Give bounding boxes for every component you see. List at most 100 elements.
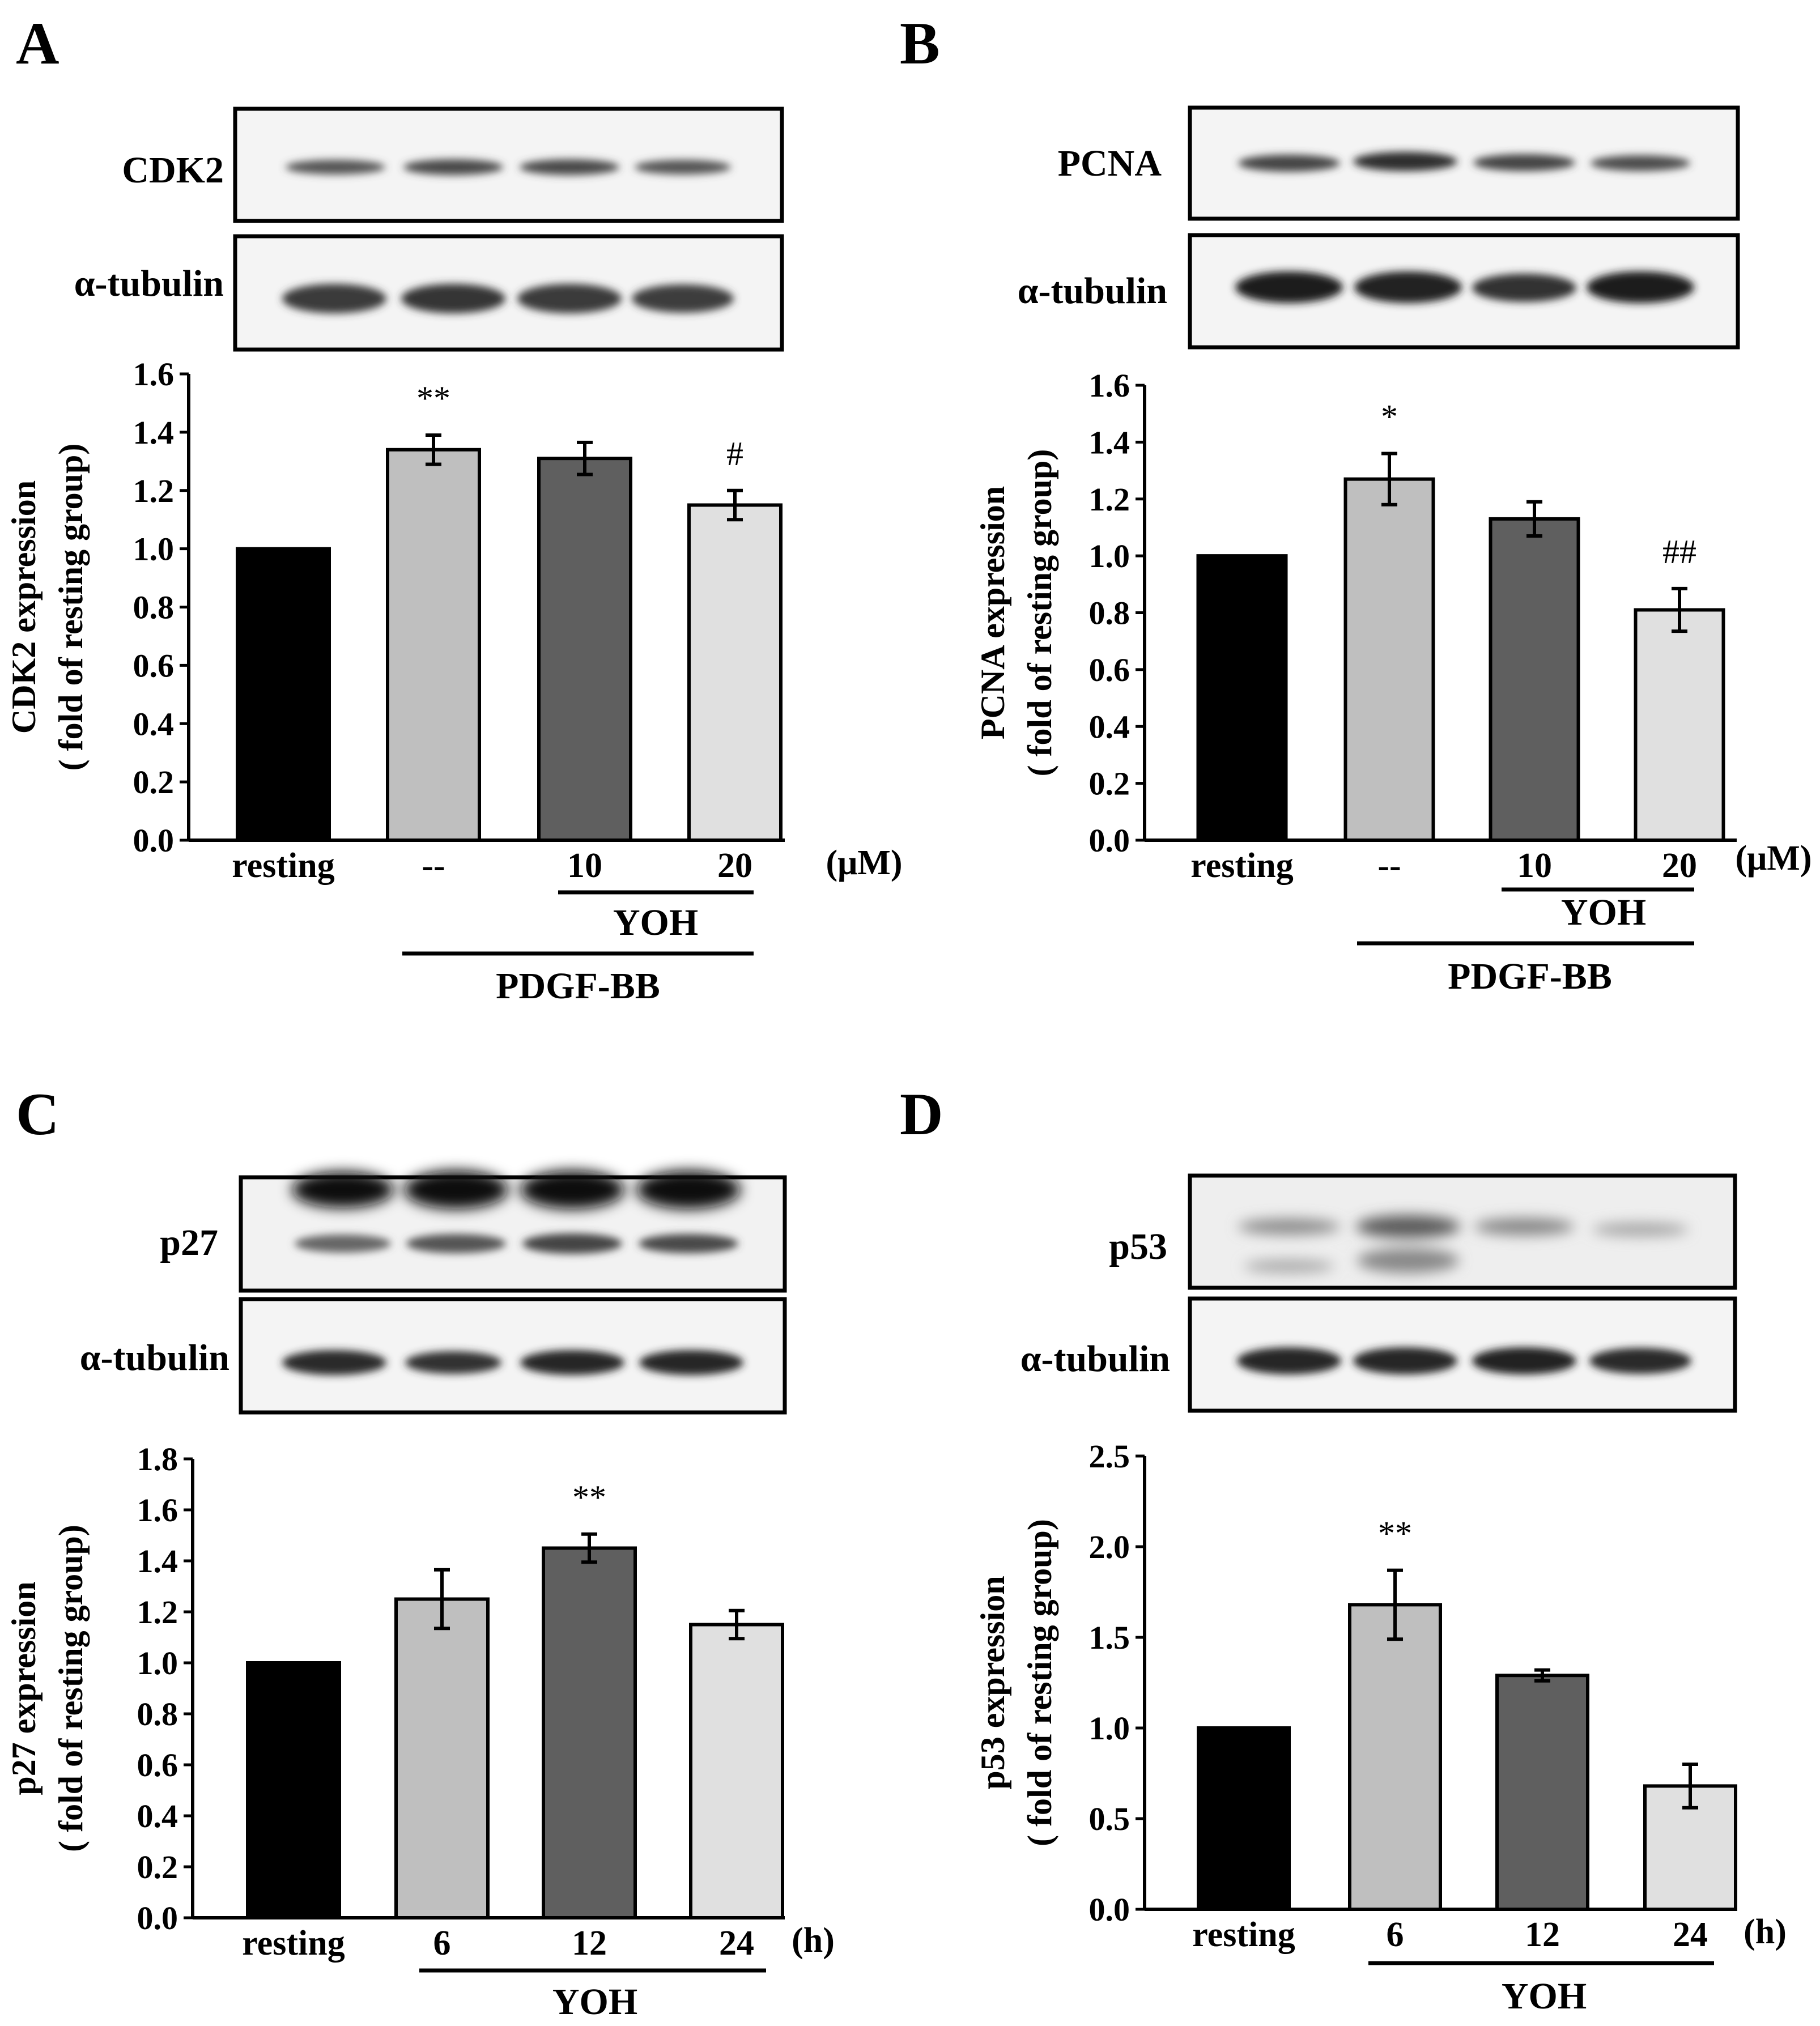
blot-label-tubulin: α-tubulin bbox=[80, 1337, 229, 1378]
y-tick-label: 0.2 bbox=[133, 764, 175, 801]
bar bbox=[1348, 1603, 1442, 1911]
x-tick-label: -- bbox=[1377, 846, 1401, 885]
x-tick-label: resting bbox=[1190, 846, 1293, 885]
y-tick-label: 1.2 bbox=[1089, 481, 1130, 518]
x-tick-label: resting bbox=[1192, 1916, 1295, 1954]
y-axis-title: PCNA expression bbox=[974, 486, 1011, 739]
blot-band bbox=[282, 1350, 386, 1375]
y-tick-label: 0.0 bbox=[133, 822, 175, 859]
blot-band bbox=[636, 1171, 741, 1209]
y-tick-label: 0.5 bbox=[1089, 1801, 1130, 1837]
y-tick-label: 1.0 bbox=[133, 531, 175, 568]
group-label-pdgf: PDGF-BB bbox=[1448, 956, 1612, 997]
bar-chart-p53: 0.0 0.5 1.0 1.5 2.0 2.5 p53 expression ( fold o… bbox=[974, 1438, 1737, 1954]
bar bbox=[394, 1597, 490, 1919]
y-tick-label: 2.5 bbox=[1089, 1438, 1130, 1475]
panel-c: C p27 α-tubulin bbox=[5, 1081, 835, 2023]
y-tick-label: 0.0 bbox=[1089, 1891, 1130, 1928]
x-tick-label: 20 bbox=[1662, 846, 1697, 885]
x-tick-label: resting bbox=[242, 1924, 345, 1963]
significance-label: ** bbox=[1378, 1515, 1412, 1552]
x-tick-label: 12 bbox=[572, 1924, 607, 1963]
bar bbox=[1197, 1726, 1291, 1911]
bar bbox=[1495, 1674, 1589, 1911]
significance-label: # bbox=[726, 435, 743, 473]
bar bbox=[687, 503, 783, 842]
blot-band bbox=[1357, 1248, 1459, 1273]
y-tick-label: 1.2 bbox=[137, 1594, 178, 1631]
y-tick-label: 0.8 bbox=[133, 589, 175, 626]
y-tick-label: 0.8 bbox=[137, 1696, 178, 1733]
blot-band bbox=[1474, 1218, 1574, 1235]
panel-letter: A bbox=[16, 10, 59, 76]
bar bbox=[1343, 477, 1435, 842]
x-tick-label: 24 bbox=[1673, 1916, 1708, 1954]
y-tick-label: 0.6 bbox=[1089, 652, 1130, 688]
bar bbox=[246, 1661, 341, 1919]
blot-band bbox=[405, 1351, 501, 1374]
y-tick-label: 1.4 bbox=[1089, 424, 1130, 461]
blot-label-pcna: PCNA bbox=[1058, 143, 1162, 184]
blot-band bbox=[401, 284, 505, 313]
blot-band bbox=[639, 1234, 738, 1253]
blot-band bbox=[1353, 152, 1457, 171]
blot-band bbox=[520, 1350, 624, 1375]
y-axis-title: ( fold of resting group) bbox=[1021, 449, 1058, 777]
blot-band bbox=[1591, 155, 1690, 171]
bar bbox=[689, 1623, 784, 1919]
y-axis-title: p27 expression bbox=[5, 1581, 42, 1795]
blot-band bbox=[520, 1171, 624, 1209]
group-label-yoh: YOH bbox=[613, 902, 698, 943]
bar bbox=[537, 457, 632, 842]
y-tick-label: 1.8 bbox=[137, 1441, 178, 1478]
blot-band bbox=[1238, 1219, 1340, 1235]
x-tick-label: 24 bbox=[719, 1924, 754, 1963]
blot-band bbox=[1356, 1215, 1460, 1238]
unit-label: (h) bbox=[1744, 1913, 1787, 1951]
blot-band bbox=[282, 284, 386, 313]
western-blot: PCNA α-tubulin bbox=[1018, 105, 1740, 350]
bar-chart-cdk2: 0.0 0.2 0.4 0.6 0.8 1.0 1.2 1.4 1.6 CDK2 expressi… bbox=[5, 356, 785, 885]
blot-label-p27: p27 bbox=[160, 1222, 218, 1263]
y-tick-label: 0.6 bbox=[137, 1747, 178, 1784]
y-tick-label: 1.0 bbox=[1089, 538, 1130, 574]
significance-label: ## bbox=[1662, 533, 1696, 571]
blot-band bbox=[517, 284, 622, 313]
blot-label-tubulin: α-tubulin bbox=[1018, 270, 1167, 312]
y-axis-title: p53 expression bbox=[974, 1576, 1011, 1789]
blot-band bbox=[1473, 154, 1575, 171]
blot-label-cdk2: CDK2 bbox=[122, 150, 224, 191]
y-axis-title: ( fold of resting group) bbox=[52, 444, 90, 771]
x-tick-label: 10 bbox=[567, 846, 602, 885]
unit-label: (μM) bbox=[826, 844, 903, 882]
y-tick-label: 1.2 bbox=[133, 473, 175, 509]
x-tick-label: 10 bbox=[1517, 846, 1552, 885]
blot-band bbox=[1472, 1347, 1576, 1374]
group-label-pdgf: PDGF-BB bbox=[496, 965, 660, 1007]
bar bbox=[1489, 517, 1580, 842]
blot-band bbox=[1472, 274, 1576, 302]
blot-band bbox=[1244, 1259, 1334, 1273]
group-label-yoh: YOH bbox=[1561, 892, 1646, 933]
y-tick-label: 1.6 bbox=[137, 1492, 178, 1529]
blot-band bbox=[292, 1172, 394, 1208]
western-blot: p53 α-tubulin bbox=[1020, 1173, 1737, 1413]
blot-band bbox=[635, 160, 731, 174]
blot-label-tubulin: α-tubulin bbox=[74, 263, 224, 304]
y-tick-label: 0.2 bbox=[1089, 765, 1130, 802]
blot-band bbox=[1235, 271, 1343, 303]
unit-label: (μM) bbox=[1736, 839, 1812, 878]
unit-label: (h) bbox=[792, 1921, 835, 1960]
y-tick-label: 0.8 bbox=[1089, 595, 1130, 632]
blot-label-tubulin: α-tubulin bbox=[1020, 1338, 1170, 1380]
blot-band bbox=[639, 1350, 743, 1375]
significance-label: ** bbox=[416, 380, 450, 417]
blot-band bbox=[295, 1235, 391, 1253]
y-tick-label: 1.0 bbox=[137, 1645, 178, 1682]
blot-band bbox=[1587, 271, 1694, 303]
y-tick-label: 1.4 bbox=[133, 414, 175, 451]
y-tick-label: 1.5 bbox=[1089, 1619, 1130, 1656]
x-tick-label: -- bbox=[422, 846, 445, 885]
